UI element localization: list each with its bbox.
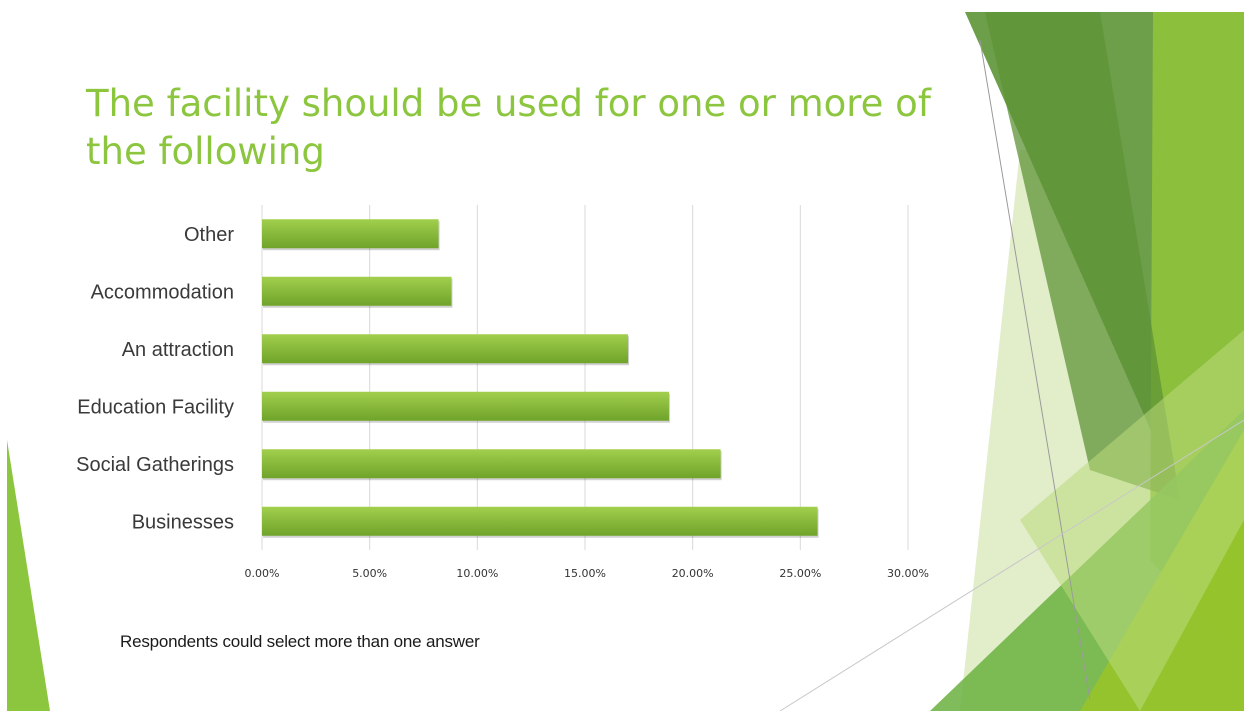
bar-social-gatherings xyxy=(262,449,721,479)
category-label: Accommodation xyxy=(91,281,234,303)
bar-accommodation xyxy=(262,276,452,306)
x-tick-label: 0.00% xyxy=(245,567,280,580)
x-tick-label: 15.00% xyxy=(564,567,606,580)
x-tick-label: 20.00% xyxy=(672,567,714,580)
slide-title: The facility should be used for one or m… xyxy=(86,82,931,173)
category-label: Other xyxy=(184,224,234,246)
category-label: Education Facility xyxy=(77,396,234,418)
bar-education-facility xyxy=(262,391,669,421)
bars xyxy=(262,219,819,538)
x-tick-label: 10.00% xyxy=(456,567,498,580)
footnote: Respondents could select more than one a… xyxy=(120,632,480,651)
left-accent-triangle xyxy=(7,440,50,711)
category-label: Businesses xyxy=(132,511,234,533)
category-labels: Other Accommodation An attraction Education… xyxy=(76,224,234,534)
grid-lines xyxy=(261,205,909,550)
bar-businesses xyxy=(262,506,818,536)
category-label: Social Gatherings xyxy=(76,454,234,476)
deco-line-1 xyxy=(979,39,1091,701)
deco-line-2 xyxy=(779,419,1244,711)
x-tick-label: 5.00% xyxy=(352,567,387,580)
x-tick-labels: 0.00% 5.00% 10.00% 15.00% 20.00% 25.00% 30.00% xyxy=(245,567,929,580)
category-label: An attraction xyxy=(122,339,234,361)
deco-shape-f xyxy=(1020,330,1244,711)
x-tick-label: 30.00% xyxy=(887,567,929,580)
bar-other xyxy=(262,219,439,249)
deco-shape-c xyxy=(985,12,1180,500)
x-tick-label: 25.00% xyxy=(779,567,821,580)
bar-an-attraction xyxy=(262,334,629,364)
bar-chart: Other Accommodation An attraction Education… xyxy=(76,205,929,580)
